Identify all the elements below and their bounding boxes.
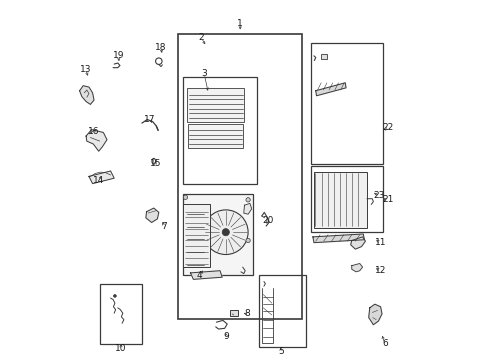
Polygon shape [80,86,94,104]
Polygon shape [89,171,114,184]
Bar [178,34,302,319]
Circle shape [222,229,229,236]
Circle shape [113,294,116,297]
Bar [183,77,257,184]
Bar [183,204,210,267]
Polygon shape [368,304,381,325]
Bar [186,88,244,122]
Bar [313,172,366,228]
Polygon shape [350,237,365,249]
Text: 13: 13 [80,65,91,74]
Text: 14: 14 [93,176,104,185]
Bar [320,54,326,59]
Text: 7: 7 [162,222,167,231]
Polygon shape [312,234,364,243]
Text: 11: 11 [374,238,386,247]
Polygon shape [244,203,251,214]
Text: 3: 3 [201,69,206,78]
Text: 12: 12 [374,266,386,275]
Text: 16: 16 [88,127,100,136]
Text: 15: 15 [149,159,161,168]
Text: 17: 17 [144,115,156,124]
Bar [187,124,243,148]
Polygon shape [86,130,107,151]
Polygon shape [315,83,346,96]
Text: 22: 22 [382,123,393,132]
Bar [101,284,142,344]
Polygon shape [351,264,362,272]
Bar [182,194,252,275]
Text: 21: 21 [381,195,393,204]
Circle shape [183,195,187,199]
Circle shape [245,198,250,202]
Circle shape [245,238,250,243]
Text: 19: 19 [113,51,124,60]
Text: 18: 18 [155,43,166,52]
Text: 4: 4 [196,271,202,280]
Text: 20: 20 [262,216,273,225]
Circle shape [203,210,247,255]
Text: 23: 23 [373,191,385,199]
Text: 10: 10 [115,344,126,353]
Text: 5: 5 [277,346,283,356]
Text: 6: 6 [381,339,387,348]
Bar [310,166,382,232]
Bar [258,275,305,347]
Polygon shape [190,271,222,279]
Text: 1: 1 [237,19,243,28]
Bar [310,43,382,164]
Text: 8: 8 [244,309,250,318]
Bar [230,310,238,316]
Text: 9: 9 [223,332,229,341]
Text: 2: 2 [198,33,203,42]
Polygon shape [145,208,159,222]
